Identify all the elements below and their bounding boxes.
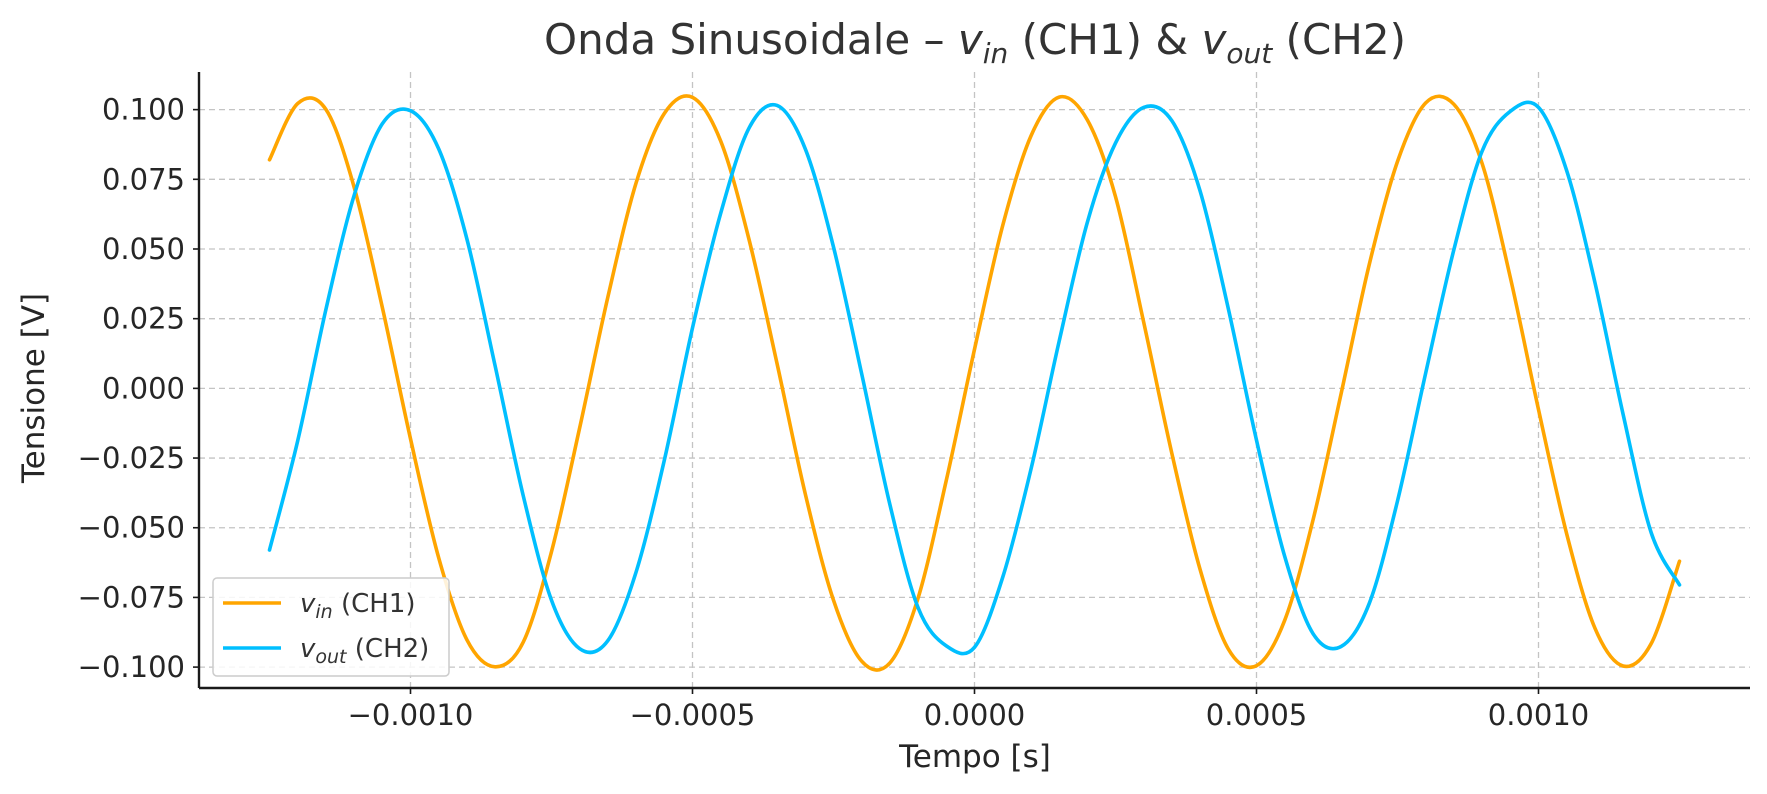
grid [199,72,1750,688]
y-tick-label: 0.075 [102,162,185,196]
y-ticks: 0.100 0.075 0.050 0.025 0.000 −0.025 −0.050 −0.… [78,93,199,684]
svg-text:Onda Sinusoidale – vin (CH1) &: Onda Sinusoidale – vin (CH1) & vout (CH2… [544,15,1406,70]
series-line-vin [267,94,1682,672]
x-axis-label: Tempo [s] [898,739,1051,775]
x-ticks: −0.0010 −0.0005 0.0000 0.0005 0.0010 [348,688,1589,732]
series-lines [267,94,1682,672]
legend: vin (CH1) vout (CH2) [212,577,450,677]
x-tick-label: 0.0000 [924,698,1025,732]
series-line-vout [267,100,1682,656]
legend-label-vout: vout (CH2) [300,634,429,668]
chart-title: Onda Sinusoidale – vin (CH1) & vout (CH2… [544,15,1406,70]
y-tick-label: 0.100 [102,93,185,127]
y-tick-label: −0.050 [78,511,185,545]
legend-label-vin: vin (CH1) [300,589,416,623]
x-tick-label: 0.0010 [1488,698,1589,732]
x-tick-label: −0.0010 [348,698,474,732]
y-tick-label: −0.100 [78,650,185,684]
x-tick-label: 0.0005 [1206,698,1307,732]
x-tick-label: −0.0005 [630,698,756,732]
y-tick-label: 0.050 [102,232,185,266]
y-tick-label: 0.025 [102,302,185,336]
y-tick-label: −0.075 [78,580,185,614]
y-tick-label: 0.000 [102,371,185,405]
y-axis-label: Tensione [V] [16,293,52,484]
y-tick-label: −0.025 [78,441,185,475]
